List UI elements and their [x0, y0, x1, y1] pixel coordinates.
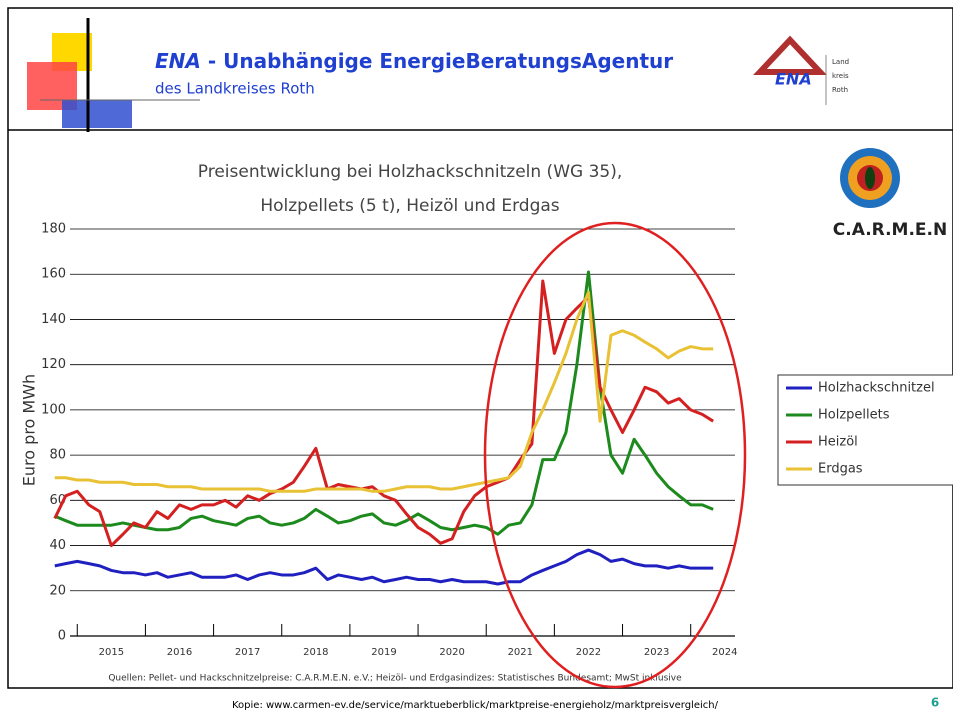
- y-tick-label: 160: [41, 267, 66, 282]
- highlight-ellipse: [483, 221, 747, 689]
- y-tick-label: 180: [41, 222, 66, 237]
- legend-label: Holzhackschnitzel: [818, 381, 935, 396]
- x-tick-label: 2022: [576, 647, 601, 658]
- y-tick-label: 0: [58, 629, 66, 644]
- y-tick-label: 100: [41, 402, 66, 417]
- x-tick-label: 2024: [712, 647, 737, 658]
- legend-box: [777, 374, 953, 486]
- x-tick-label: 2016: [167, 647, 192, 658]
- y-tick-label: 80: [49, 448, 66, 463]
- ena-logo-text: ENA: [775, 70, 812, 89]
- chart-title: Preisentwicklung bei Holzhackschnitzeln …: [198, 162, 623, 182]
- slide-border: [7, 7, 953, 689]
- legend-label: Heizöl: [818, 435, 858, 450]
- x-tick-label: 2021: [508, 647, 533, 658]
- y-axis-label: Euro pro MWh: [20, 374, 39, 486]
- header-title: ENA - Unabhängige EnergieBeratungsAgentu…: [155, 49, 673, 73]
- x-tick-label: 2015: [99, 647, 124, 658]
- y-tick-label: 40: [49, 538, 66, 553]
- y-tick-label: 120: [41, 357, 66, 372]
- ena-logo-roof: [753, 35, 827, 75]
- chart-title: Holzpellets (5 t), Heizöl und Erdgas: [260, 196, 559, 216]
- x-tick-label: 2018: [303, 647, 328, 658]
- x-tick-label: 2020: [439, 647, 464, 658]
- series-line: [54, 548, 714, 586]
- series-line: [53, 279, 714, 548]
- x-tick-label: 2019: [371, 647, 396, 658]
- legend-label: Holzpellets: [818, 408, 890, 423]
- carmen-logo: [865, 167, 875, 189]
- x-tick-label: 2023: [644, 647, 669, 658]
- deco-blue: [62, 100, 132, 128]
- carmen-text: C.A.R.M.E.N: [833, 220, 947, 240]
- page-number: 6: [931, 696, 939, 710]
- series-line: [54, 270, 714, 536]
- logo-side: Land: [832, 58, 849, 66]
- source-note: Quellen: Pellet- und Hackschnitzelpreise…: [108, 674, 682, 684]
- legend-label: Erdgas: [818, 462, 863, 477]
- y-tick-label: 20: [49, 583, 66, 598]
- x-tick-label: 2017: [235, 647, 260, 658]
- logo-side: kreis: [832, 72, 849, 80]
- logo-side: Roth: [832, 86, 848, 94]
- y-tick-label: 140: [41, 312, 66, 327]
- footer-copy: Kopie: www.carmen-ev.de/service/marktueb…: [232, 700, 719, 711]
- header-subtitle: des Landkreises Roth: [155, 80, 315, 98]
- series-line: [54, 290, 714, 493]
